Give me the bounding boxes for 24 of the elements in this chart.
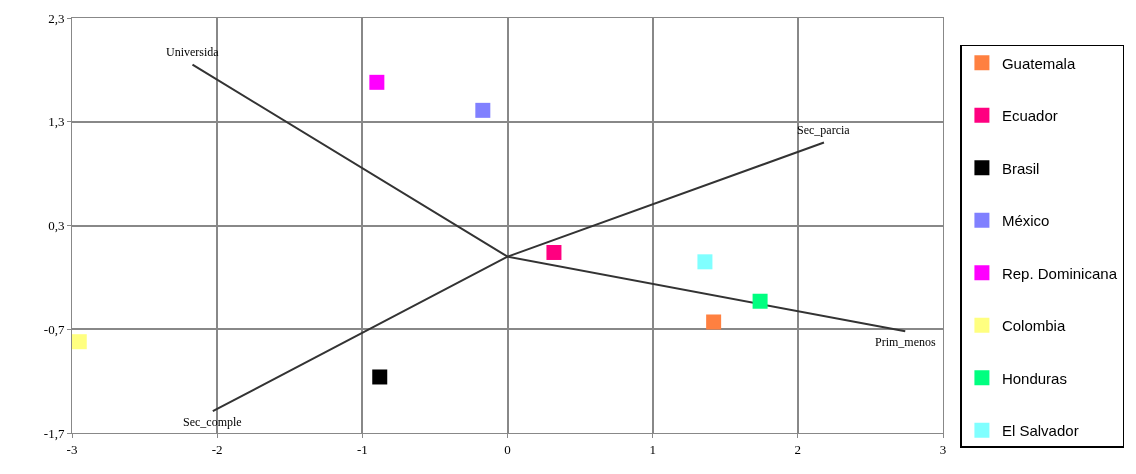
x-tick-label: -3: [66, 441, 78, 457]
y-tick-label: -0,7: [43, 321, 65, 337]
legend-label: El Salvador: [1001, 422, 1079, 440]
legend-label: Guatemala: [1001, 54, 1076, 72]
y-tick-label: 0,3: [48, 218, 65, 234]
legend-label: Colombia: [1001, 317, 1066, 335]
x-tick-label: 2: [794, 441, 802, 457]
x-tick-label: -2: [211, 441, 223, 457]
y-tick-label: -1,7: [43, 425, 65, 441]
annotation: Universida: [166, 45, 220, 59]
legend-label: México: [1001, 212, 1050, 230]
x-tick-label: 3: [939, 441, 947, 457]
x-tick-label: 0: [504, 441, 511, 457]
y-tick-label: 2,3: [48, 10, 65, 26]
y-tick-label: 1,3: [48, 114, 65, 130]
legend-label: Brasil: [1001, 159, 1040, 177]
x-tick-label: 1: [649, 441, 656, 457]
annotation: Sec_parcia: [797, 123, 851, 137]
legend-label: Ecuador: [1001, 107, 1058, 125]
annotation: Prim_menos: [875, 335, 936, 349]
annotation: Sec_comple: [183, 415, 242, 429]
legend-label: Rep. Dominicana: [1001, 264, 1118, 282]
legend-label: Honduras: [1001, 369, 1067, 387]
x-tick-label: -1: [356, 441, 368, 457]
